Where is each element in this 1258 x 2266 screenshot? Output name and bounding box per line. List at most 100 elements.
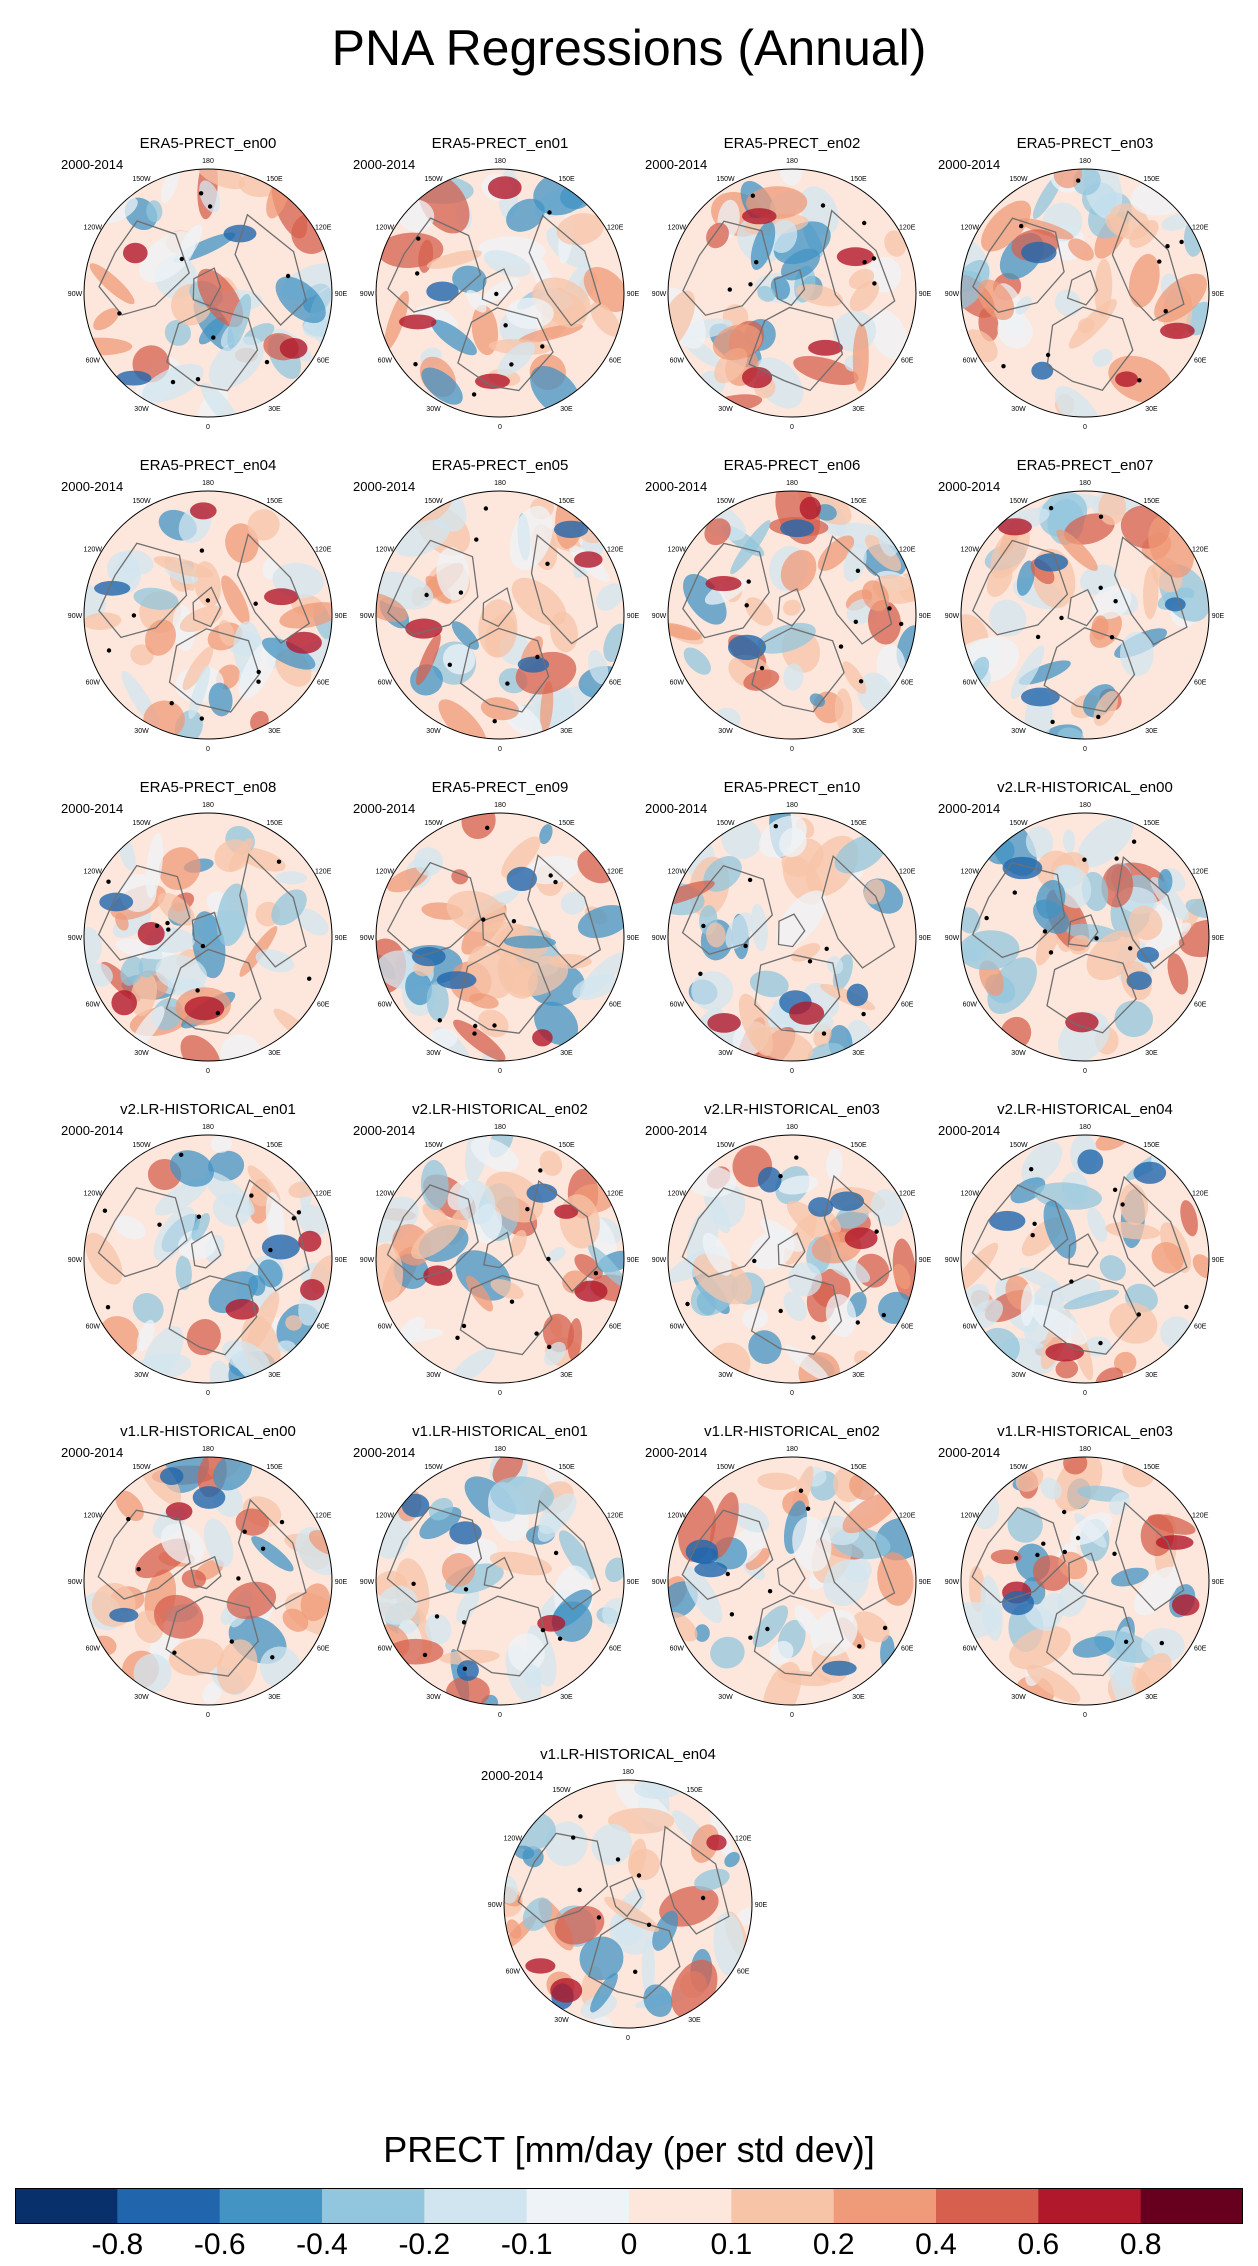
significance-dot bbox=[1113, 599, 1118, 604]
longitude-label: 0 bbox=[498, 746, 502, 753]
coastline bbox=[482, 912, 514, 948]
longitude-label: 180 bbox=[786, 480, 798, 487]
longitude-label: 90E bbox=[627, 935, 640, 942]
anomaly-region bbox=[538, 1493, 577, 1534]
longitude-label: 180 bbox=[202, 480, 214, 487]
anomaly-core bbox=[517, 656, 550, 673]
anomaly-region bbox=[1010, 645, 1045, 700]
significance-dot bbox=[157, 1222, 162, 1227]
panel-title: v2.LR-HISTORICAL_en00 bbox=[997, 779, 1173, 796]
map-panel: ERA5-PRECT_en04 2000-2014 180 150E 120E 90E 60… bbox=[61, 457, 348, 757]
anomaly-core bbox=[223, 224, 257, 243]
longitude-label: 90E bbox=[919, 1579, 932, 1586]
anomaly-region bbox=[1095, 1367, 1123, 1383]
anomaly-region bbox=[1019, 1267, 1062, 1291]
anomaly-region bbox=[683, 573, 727, 625]
anomaly-region bbox=[208, 336, 264, 389]
anomaly-core bbox=[94, 580, 131, 596]
anomaly-region bbox=[990, 1549, 1022, 1565]
coastline bbox=[681, 864, 774, 955]
longitude-label: 30W bbox=[134, 406, 149, 413]
anomaly-region bbox=[1043, 1200, 1077, 1259]
longitude-label: 90E bbox=[1212, 1579, 1225, 1586]
anomaly-region bbox=[188, 665, 211, 719]
significance-dot bbox=[296, 1210, 302, 1215]
anomaly-region bbox=[1094, 258, 1113, 317]
significance-dot bbox=[242, 1529, 247, 1534]
anomaly-region bbox=[296, 908, 329, 936]
anomaly-region bbox=[590, 1972, 618, 2013]
anomaly-region bbox=[146, 200, 163, 223]
coastline bbox=[588, 1917, 681, 2000]
significance-dot bbox=[473, 1023, 478, 1029]
longitude-label: 0 bbox=[206, 1068, 210, 1075]
anomaly-region bbox=[780, 549, 817, 592]
significance-dot bbox=[1112, 1187, 1118, 1192]
longitude-label: 30E bbox=[268, 406, 281, 413]
significance-dot bbox=[463, 1587, 469, 1592]
significance-dot bbox=[811, 1335, 816, 1340]
longitude-label: 90E bbox=[335, 1257, 348, 1264]
longitude-label: 120W bbox=[668, 1513, 687, 1520]
longitude-label: 120W bbox=[961, 869, 980, 876]
significance-dot bbox=[285, 273, 291, 279]
longitude-label: 90W bbox=[945, 1579, 960, 1586]
map-border bbox=[960, 168, 1210, 418]
panel-title: ERA5-PRECT_en00 bbox=[139, 135, 277, 152]
longitude-label: 90W bbox=[488, 1902, 503, 1909]
longitude-label: 180 bbox=[202, 1124, 214, 1131]
significance-dot bbox=[1062, 1509, 1067, 1515]
longitude-label: 30W bbox=[426, 1050, 441, 1057]
longitude-label: 120W bbox=[376, 1191, 395, 1198]
significance-dot bbox=[744, 603, 749, 608]
map-panel: v2.LR-HISTORICAL_en01 2000-2014 180 150E 120… bbox=[61, 1101, 348, 1401]
anomaly-region bbox=[542, 1313, 575, 1353]
longitude-label: 0 bbox=[1083, 1712, 1087, 1719]
anomaly-region bbox=[84, 926, 102, 967]
longitude-label: 120W bbox=[376, 225, 395, 232]
significance-dot bbox=[874, 1229, 879, 1234]
coastline bbox=[972, 217, 1065, 314]
anomaly-region bbox=[376, 592, 408, 623]
anomaly-region bbox=[745, 597, 774, 626]
significance-dot bbox=[483, 506, 489, 511]
anomaly-core bbox=[706, 1834, 727, 1851]
longitude-label: 90W bbox=[360, 613, 375, 620]
longitude-label: 120E bbox=[607, 225, 624, 232]
panel-title: v2.LR-HISTORICAL_en04 bbox=[997, 1101, 1173, 1118]
anomaly-region bbox=[466, 1275, 493, 1312]
panel-period-label: 2000-2014 bbox=[645, 1445, 708, 1460]
coastline bbox=[776, 1557, 806, 1595]
significance-dot bbox=[553, 1550, 559, 1556]
anomaly-region bbox=[558, 1530, 596, 1580]
longitude-label: 180 bbox=[494, 480, 506, 487]
colorbar-tick-label: -0.6 bbox=[193, 2228, 246, 2261]
coastline bbox=[821, 854, 896, 969]
anomaly-core bbox=[456, 1660, 479, 1681]
map-border bbox=[375, 490, 625, 740]
longitude-label: 90E bbox=[627, 291, 640, 298]
panel-period-label: 2000-2014 bbox=[938, 479, 1001, 494]
anomaly-region bbox=[792, 1516, 832, 1572]
map-border bbox=[960, 490, 1210, 740]
anomaly-region bbox=[1054, 289, 1081, 317]
longitude-label: 150W bbox=[132, 498, 151, 505]
coastline bbox=[457, 307, 554, 392]
longitude-label: 120W bbox=[84, 225, 103, 232]
significance-dot bbox=[1137, 378, 1142, 383]
anomaly-region bbox=[1009, 1625, 1071, 1670]
significance-dot bbox=[596, 1915, 602, 1920]
significance-dot bbox=[505, 681, 510, 686]
longitude-label: 0 bbox=[206, 746, 210, 753]
anomaly-region bbox=[826, 956, 844, 975]
longitude-label: 60E bbox=[901, 1002, 914, 1009]
anomaly-core bbox=[685, 1539, 718, 1564]
significance-dot bbox=[685, 1301, 690, 1307]
colorbar-tick-label: -0.8 bbox=[91, 2228, 144, 2261]
longitude-label: 60E bbox=[609, 1324, 622, 1331]
significance-dot bbox=[126, 1516, 131, 1522]
significance-dot bbox=[1076, 178, 1081, 183]
significance-dot bbox=[540, 1627, 546, 1633]
anomaly-region bbox=[200, 382, 240, 417]
anomaly-region bbox=[421, 367, 463, 405]
